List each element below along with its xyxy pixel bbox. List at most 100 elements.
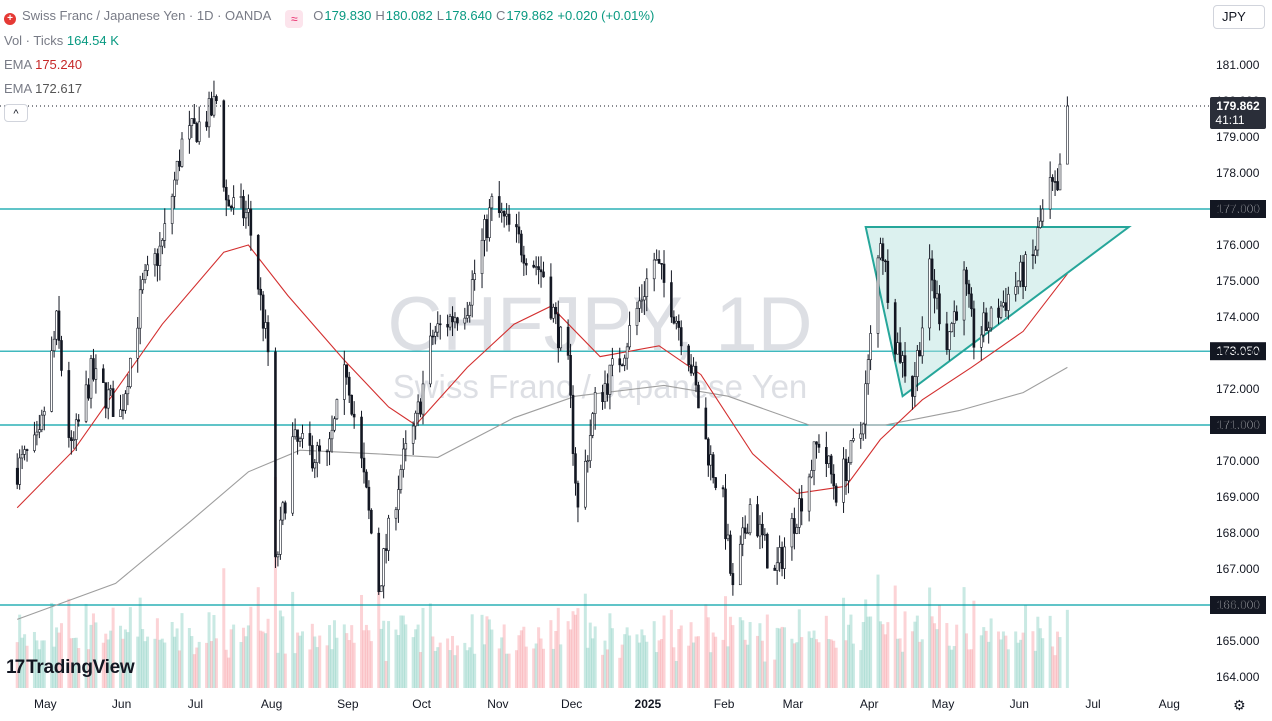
candle-body[interactable] bbox=[261, 294, 265, 329]
candle-body[interactable] bbox=[291, 436, 294, 514]
candle-body[interactable] bbox=[515, 224, 518, 228]
candle-body[interactable] bbox=[970, 293, 973, 310]
candle-body[interactable] bbox=[687, 345, 690, 366]
candle-body[interactable] bbox=[170, 196, 174, 224]
candle-body[interactable] bbox=[456, 317, 459, 324]
candle-body[interactable] bbox=[325, 450, 329, 453]
candle-body[interactable] bbox=[35, 431, 39, 436]
candle-body[interactable] bbox=[743, 527, 747, 534]
candle-body[interactable] bbox=[438, 323, 442, 326]
candle-body[interactable] bbox=[87, 384, 90, 399]
candle-body[interactable] bbox=[979, 334, 983, 348]
candle-body[interactable] bbox=[502, 210, 506, 217]
candle-body[interactable] bbox=[950, 323, 954, 333]
candle-body[interactable] bbox=[136, 327, 140, 359]
candle-body[interactable] bbox=[414, 412, 417, 427]
candle-body[interactable] bbox=[997, 307, 1000, 318]
candle-body[interactable] bbox=[608, 364, 612, 395]
candle-body[interactable] bbox=[480, 239, 484, 274]
candle-body[interactable] bbox=[18, 457, 21, 485]
candle-body[interactable] bbox=[920, 327, 924, 357]
candle-body[interactable] bbox=[1056, 181, 1059, 191]
candle-body[interactable] bbox=[657, 259, 661, 264]
candle-body[interactable] bbox=[748, 504, 752, 534]
candle-body[interactable] bbox=[352, 413, 356, 418]
candle-body[interactable] bbox=[861, 423, 865, 435]
candle-body[interactable] bbox=[729, 534, 732, 574]
candle-body[interactable] bbox=[256, 235, 260, 290]
candle-body[interactable] bbox=[313, 462, 317, 469]
candle-body[interactable] bbox=[446, 324, 449, 328]
candle-body[interactable] bbox=[635, 307, 639, 326]
candle-body[interactable] bbox=[429, 335, 432, 385]
candle-body[interactable] bbox=[790, 518, 794, 548]
candle-body[interactable] bbox=[175, 160, 179, 181]
candle-body[interactable] bbox=[1014, 286, 1018, 295]
candle-body[interactable] bbox=[370, 509, 373, 534]
candle-body[interactable] bbox=[468, 304, 472, 316]
candle-body[interactable] bbox=[40, 414, 44, 430]
candle-body[interactable] bbox=[989, 307, 993, 329]
candle-body[interactable] bbox=[534, 266, 538, 268]
candle-body[interactable] bbox=[33, 434, 36, 451]
candle-body[interactable] bbox=[347, 376, 351, 396]
candle-body[interactable] bbox=[436, 323, 440, 333]
candle-body[interactable] bbox=[876, 257, 880, 334]
candle-body[interactable] bbox=[104, 382, 108, 409]
candle-body[interactable] bbox=[129, 357, 132, 388]
candle-body[interactable] bbox=[928, 258, 931, 329]
candle-body[interactable] bbox=[638, 300, 641, 309]
candle-body[interactable] bbox=[537, 266, 540, 271]
candle-body[interactable] bbox=[829, 455, 833, 475]
candle-body[interactable] bbox=[999, 305, 1003, 318]
candle-body[interactable] bbox=[884, 260, 887, 263]
candle-body[interactable] bbox=[453, 317, 457, 323]
candle-body[interactable] bbox=[726, 534, 730, 540]
candle-body[interactable] bbox=[215, 96, 218, 102]
candle-body[interactable] bbox=[500, 210, 504, 214]
candle-body[interactable] bbox=[197, 121, 201, 142]
candle-body[interactable] bbox=[549, 276, 553, 319]
candle-body[interactable] bbox=[296, 429, 299, 442]
candle-body[interactable] bbox=[416, 401, 420, 414]
plot-area[interactable] bbox=[0, 0, 1210, 690]
candle-body[interactable] bbox=[539, 269, 543, 273]
candle-body[interactable] bbox=[660, 263, 663, 265]
candle-body[interactable] bbox=[556, 313, 560, 349]
ema-fast-indicator[interactable]: EMA 175.240 bbox=[4, 57, 82, 72]
candle-body[interactable] bbox=[662, 263, 666, 283]
candle-body[interactable] bbox=[362, 457, 366, 473]
candle-body[interactable] bbox=[746, 532, 749, 535]
candle-body[interactable] bbox=[866, 359, 870, 385]
candle-body[interactable] bbox=[972, 308, 976, 348]
candle-body[interactable] bbox=[55, 310, 58, 340]
candle-body[interactable] bbox=[1021, 261, 1025, 287]
candle-body[interactable] bbox=[419, 401, 422, 415]
candle-body[interactable] bbox=[70, 437, 73, 441]
candle-body[interactable] bbox=[593, 392, 597, 414]
candle-body[interactable] bbox=[224, 186, 228, 201]
candle-body[interactable] bbox=[797, 498, 801, 528]
candle-body[interactable] bbox=[180, 138, 184, 167]
candle-body[interactable] bbox=[124, 393, 127, 411]
candle-body[interactable] bbox=[377, 532, 381, 593]
candle-body[interactable] bbox=[483, 219, 486, 241]
candle-body[interactable] bbox=[756, 504, 759, 537]
candle-body[interactable] bbox=[485, 219, 489, 238]
candle-body[interactable] bbox=[778, 547, 781, 564]
candle-body[interactable] bbox=[60, 340, 63, 371]
candle-body[interactable] bbox=[67, 370, 71, 438]
candle-body[interactable] bbox=[692, 365, 695, 374]
candle-body[interactable] bbox=[188, 125, 191, 140]
candle-body[interactable] bbox=[72, 439, 76, 441]
candle-body[interactable] bbox=[773, 567, 776, 571]
candle-body[interactable] bbox=[158, 245, 162, 266]
candle-body[interactable] bbox=[335, 399, 339, 420]
candle-body[interactable] bbox=[697, 384, 700, 409]
candle-body[interactable] bbox=[886, 260, 890, 303]
candle-body[interactable] bbox=[470, 279, 474, 306]
candle-body[interactable] bbox=[967, 283, 971, 295]
candle-body[interactable] bbox=[330, 429, 334, 440]
candle-body[interactable] bbox=[156, 253, 159, 266]
candle-body[interactable] bbox=[293, 429, 297, 438]
